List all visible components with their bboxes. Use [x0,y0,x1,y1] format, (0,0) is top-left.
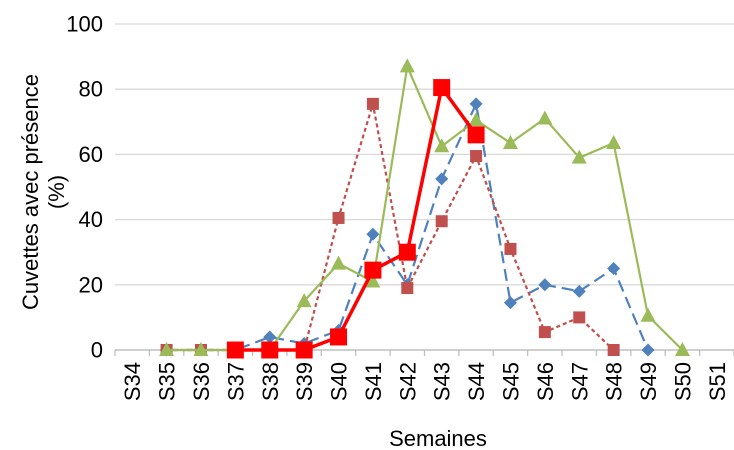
series-2 [160,97,620,356]
x-tick-labels: S34 S35 S36 S37 S38 S39 S40 S41 S42 S43 S44 S45 S46 S… [120,362,730,401]
y-tick-label: 20 [79,272,103,297]
data-point [640,307,656,322]
data-point [295,341,313,359]
data-point [468,112,484,127]
data-point [365,273,381,288]
x-tick-label: S36 [189,362,214,401]
series-4 [226,79,485,359]
x-tick-label: S49 [636,362,661,401]
series-line [166,102,615,352]
data-point [159,342,175,356]
y-tick-label: 40 [79,207,103,232]
x-tick-label: S35 [155,362,180,401]
data-point [607,344,620,356]
data-point [435,215,448,228]
data-point [503,296,517,310]
x-tick-label: S44 [464,362,489,401]
series-group [159,58,690,359]
x-tick-label: S48 [602,362,627,401]
y-axis-label: Cuvettes avec présence(%) [18,74,69,310]
x-tick-label: S46 [533,362,558,401]
data-point [193,342,209,356]
data-point [470,150,483,163]
x-tick-label: S39 [292,362,317,401]
x-axis-label: Semaines [389,426,487,450]
data-point [296,293,312,308]
data-point [398,243,416,261]
data-point [399,58,415,73]
series-line [166,65,684,352]
data-point [537,110,553,125]
y-tick-label: 80 [79,77,103,102]
x-tick-label: S37 [223,362,248,401]
data-point [366,227,380,241]
data-point [538,278,552,292]
data-point [261,341,279,359]
x-tick-label: S40 [327,362,352,401]
data-point [364,261,382,279]
x-tick-label: S45 [498,362,523,401]
data-point [435,172,449,186]
series-3 [159,58,690,356]
y-tick-label: 100 [66,12,103,37]
x-tick-label: S47 [567,362,592,401]
series-line [166,102,650,352]
x-tick-label: S43 [430,362,455,401]
x-tick-label: S38 [258,362,283,401]
data-point [330,328,348,346]
x-tick-label: S51 [705,362,730,401]
y-tick-labels: 0 20 40 60 80 100 [66,12,103,363]
data-point [607,262,621,275]
data-point [433,79,451,97]
x-tick-label: S34 [120,362,145,401]
data-point [434,138,450,153]
data-point [226,341,244,359]
x-tick-label: S42 [395,362,420,401]
data-point [606,134,622,149]
data-point [674,342,690,356]
data-point [538,326,551,339]
data-point [571,149,587,164]
data-point [366,97,379,110]
data-point [641,343,655,357]
data-point [467,126,485,144]
data-point [573,311,586,324]
gridlines [115,23,734,286]
x-tick-label: S50 [670,362,695,401]
data-point [401,282,414,295]
data-point [572,284,586,298]
x-tick-label: S41 [361,362,386,401]
data-point [502,134,518,149]
data-point [332,211,345,224]
y-tick-label: 60 [79,142,103,167]
y-tick-label: 0 [91,338,103,363]
data-point [504,242,517,255]
data-point [331,255,347,270]
data-point [263,330,277,344]
data-point [469,97,483,111]
